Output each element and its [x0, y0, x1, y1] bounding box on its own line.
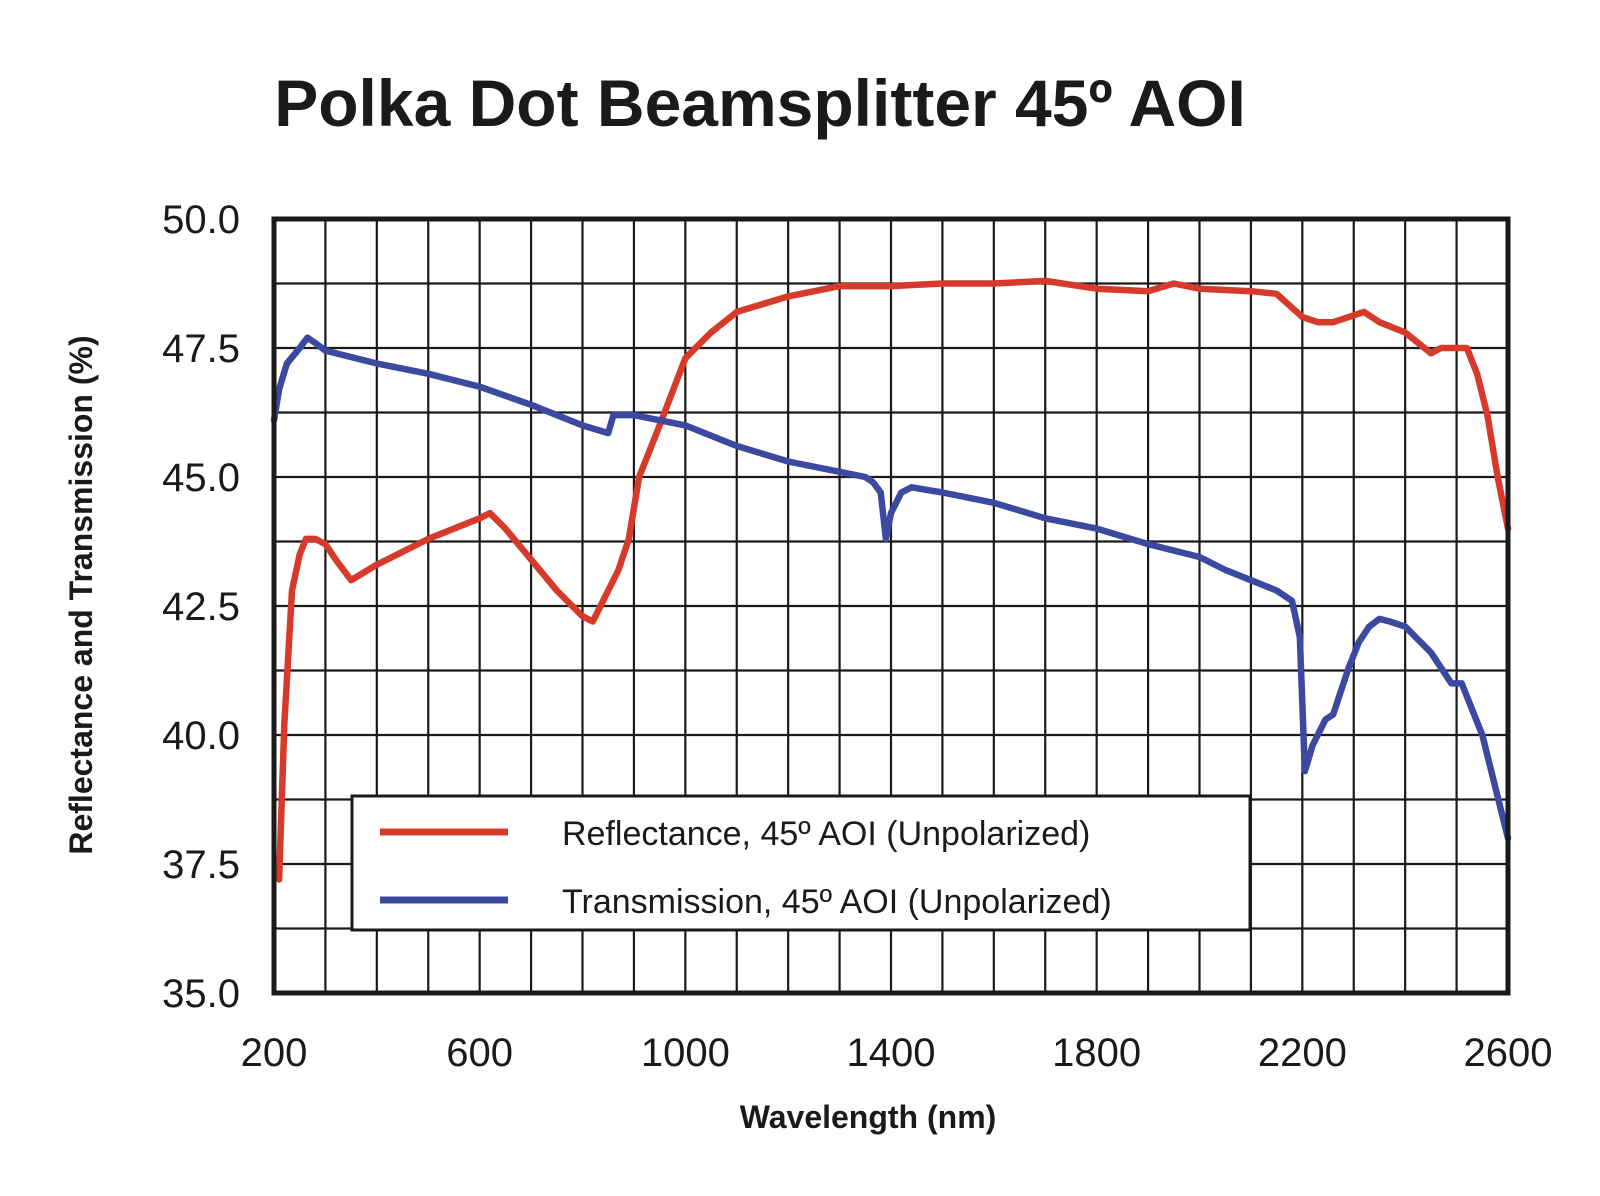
- x-tick-label: 2200: [1258, 1031, 1347, 1075]
- y-tick-label: 42.5: [162, 585, 240, 629]
- x-tick-label: 1400: [847, 1031, 936, 1075]
- x-tick-label: 1800: [1052, 1031, 1141, 1075]
- legend-label-reflectance: Reflectance, 45º AOI (Unpolarized): [562, 815, 1090, 853]
- x-axis-label: Wavelength (nm): [740, 1099, 997, 1135]
- y-tick-labels: 35.0 37.5 40.0 42.5 45.0 47.5 50.0: [162, 198, 240, 1016]
- x-tick-label: 1000: [641, 1031, 730, 1075]
- legend: Reflectance, 45º AOI (Unpolarized) Trans…: [350, 794, 1252, 932]
- x-tick-labels: 200 600 1000 1400 1800 2200 2600: [241, 1031, 1553, 1075]
- plot-frame: [271, 216, 1511, 996]
- x-tick-label: 600: [446, 1031, 513, 1075]
- y-tick-label: 47.5: [162, 327, 240, 371]
- x-tick-label: 2600: [1464, 1031, 1553, 1075]
- series-line-reflectance: [275, 277, 1512, 883]
- y-tick-label: 37.5: [162, 843, 240, 887]
- x-tick-label: 200: [241, 1031, 308, 1075]
- y-tick-label: 40.0: [162, 714, 240, 758]
- series-line-transmission: [270, 334, 1512, 842]
- y-tick-label: 45.0: [162, 456, 240, 500]
- legend-label-transmission: Transmission, 45º AOI (Unpolarized): [562, 883, 1112, 921]
- chart-title: Polka Dot Beamsplitter 45º AOI: [274, 66, 1246, 140]
- y-tick-label: 50.0: [162, 198, 240, 242]
- series-layer: [270, 277, 1512, 883]
- y-tick-label: 35.0: [162, 972, 240, 1016]
- legend-box: [350, 794, 1252, 932]
- y-axis-label: Reflectance and Transmission (%): [63, 335, 99, 854]
